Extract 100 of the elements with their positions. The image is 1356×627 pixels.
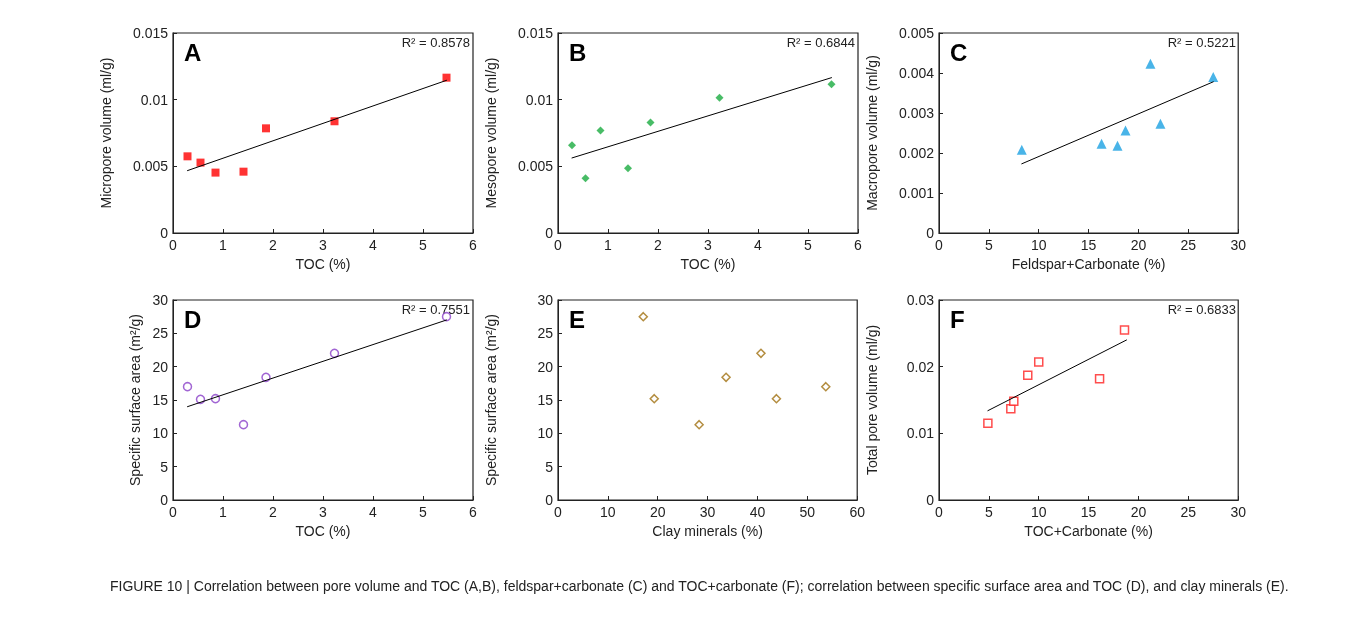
x-tick-label: 30: [1230, 237, 1247, 253]
point: [262, 124, 270, 133]
point: [1208, 72, 1219, 82]
point: [771, 393, 782, 404]
point: [827, 80, 836, 89]
x-axis-title: Clay minerals (%): [652, 522, 763, 539]
y-tick-label: 0.001: [898, 185, 935, 201]
point: [596, 126, 605, 135]
x-tick-label: 5: [419, 237, 428, 253]
y-tick-label: 0: [545, 492, 554, 508]
x-tick-label: 10: [600, 504, 616, 520]
y-tick-label: 5: [160, 458, 169, 475]
y-tick-label: 0.005: [517, 158, 554, 175]
x-tick-label: 5: [804, 237, 813, 253]
y-tick-label: 0.005: [132, 158, 169, 175]
y-tick-label: 0: [160, 225, 169, 241]
x-tick-label: 2: [269, 237, 278, 253]
y-tick-label: 15: [152, 392, 169, 408]
x-tick-label: 3: [319, 237, 328, 253]
point: [646, 118, 655, 127]
x-tick-label: 1: [219, 237, 228, 253]
point: [638, 311, 649, 322]
y-tick-label: 0.03: [906, 292, 935, 308]
caption: FIGURE 10 | Correlation between pore volume and TOC (A,B), feldspar+carbonate (C) and TOC+carbonate (F); correlation between specific surface area and TOC (D), and clay minerals (E).: [110, 577, 1290, 596]
x-tick-label: 40: [749, 504, 766, 520]
x-tick-label: 20: [1130, 504, 1147, 520]
y-tick-label: 0.004: [898, 65, 935, 81]
point: [581, 174, 590, 183]
y-axis-title: Total pore volume (ml/g): [864, 324, 880, 476]
x-tick-label: 10: [1030, 504, 1047, 520]
point: [983, 418, 993, 429]
point: [721, 372, 731, 383]
x-axis-title: TOC (%): [295, 522, 351, 539]
y-tick-label: 30: [152, 292, 169, 308]
x-tick-label: 30: [1230, 504, 1247, 520]
x-tick-label: 15: [1080, 237, 1097, 253]
x-tick-label: 30: [699, 504, 716, 520]
y-tick-label: 0: [160, 492, 169, 508]
chart-title: F: [950, 305, 965, 333]
point: [1094, 373, 1105, 384]
x-tick-label: 4: [369, 237, 378, 253]
x-axis-title: TOC+Carbonate (%): [1024, 522, 1153, 539]
x-tick-label: 20: [1130, 237, 1147, 253]
x-tick-label: 6: [469, 237, 478, 253]
y-tick-label: 0.01: [906, 425, 935, 442]
y-tick-label: 0.01: [140, 91, 169, 108]
y-tick-label: 30: [537, 292, 554, 308]
x-tick-label: 6: [854, 237, 863, 253]
x-tick-label: 1: [604, 237, 613, 253]
x-tick-label: 6: [469, 504, 478, 520]
y-tick-label: 25: [152, 325, 169, 342]
y-tick-label: 10: [537, 425, 554, 442]
point: [1023, 370, 1033, 381]
y-tick-label: 25: [537, 325, 554, 342]
chart-title: C: [950, 38, 968, 66]
point: [1096, 138, 1107, 149]
x-tick-label: 20: [649, 504, 666, 520]
chart-title: A: [184, 38, 202, 66]
point: [1155, 118, 1166, 129]
x-tick-label: 3: [704, 237, 713, 253]
point: [1119, 325, 1130, 335]
x-tick-label: 3: [319, 504, 328, 520]
point: [182, 381, 193, 392]
x-tick-label: 5: [419, 504, 428, 520]
point: [1120, 125, 1131, 136]
x-axis-title: TOC (%): [295, 255, 351, 272]
point: [624, 164, 632, 173]
y-axis-title: Specific surface area (m²/g): [483, 314, 499, 486]
y-axis-title: Micropore volume (ml/g): [98, 57, 114, 209]
point: [1145, 58, 1156, 69]
point: [1112, 140, 1123, 151]
y-tick-label: 20: [152, 358, 169, 375]
x-tick-label: 10: [1030, 237, 1047, 253]
y-tick-label: 10: [152, 425, 169, 442]
x-tick-label: 2: [654, 237, 663, 253]
point: [568, 141, 576, 150]
chart-title: E: [569, 305, 586, 333]
x-axis-title: TOC (%): [680, 255, 736, 272]
y-tick-label: 0.02: [906, 358, 935, 375]
point: [1033, 357, 1044, 367]
y-tick-label: 0.003: [898, 105, 935, 121]
y-tick-label: 0: [926, 492, 935, 508]
y-tick-label: 0: [926, 225, 935, 241]
point: [442, 73, 451, 82]
point: [821, 381, 831, 392]
y-tick-label: 0.002: [898, 145, 935, 161]
annotation: R² = 0.6833: [1167, 302, 1236, 317]
y-tick-label: 0.005: [898, 25, 935, 41]
point: [183, 152, 192, 161]
y-axis-title: Mesopore volume (ml/g): [483, 57, 499, 209]
point: [1016, 144, 1027, 155]
point: [756, 348, 766, 359]
x-tick-label: 1: [219, 504, 228, 520]
x-tick-label: 15: [1080, 504, 1097, 520]
x-tick-label: 5: [984, 504, 993, 520]
point: [211, 168, 220, 177]
point: [238, 419, 249, 430]
y-axis-title: Specific surface area (m²/g): [126, 314, 143, 486]
x-tick-label: 50: [799, 504, 816, 520]
x-tick-label: 25: [1180, 504, 1197, 520]
